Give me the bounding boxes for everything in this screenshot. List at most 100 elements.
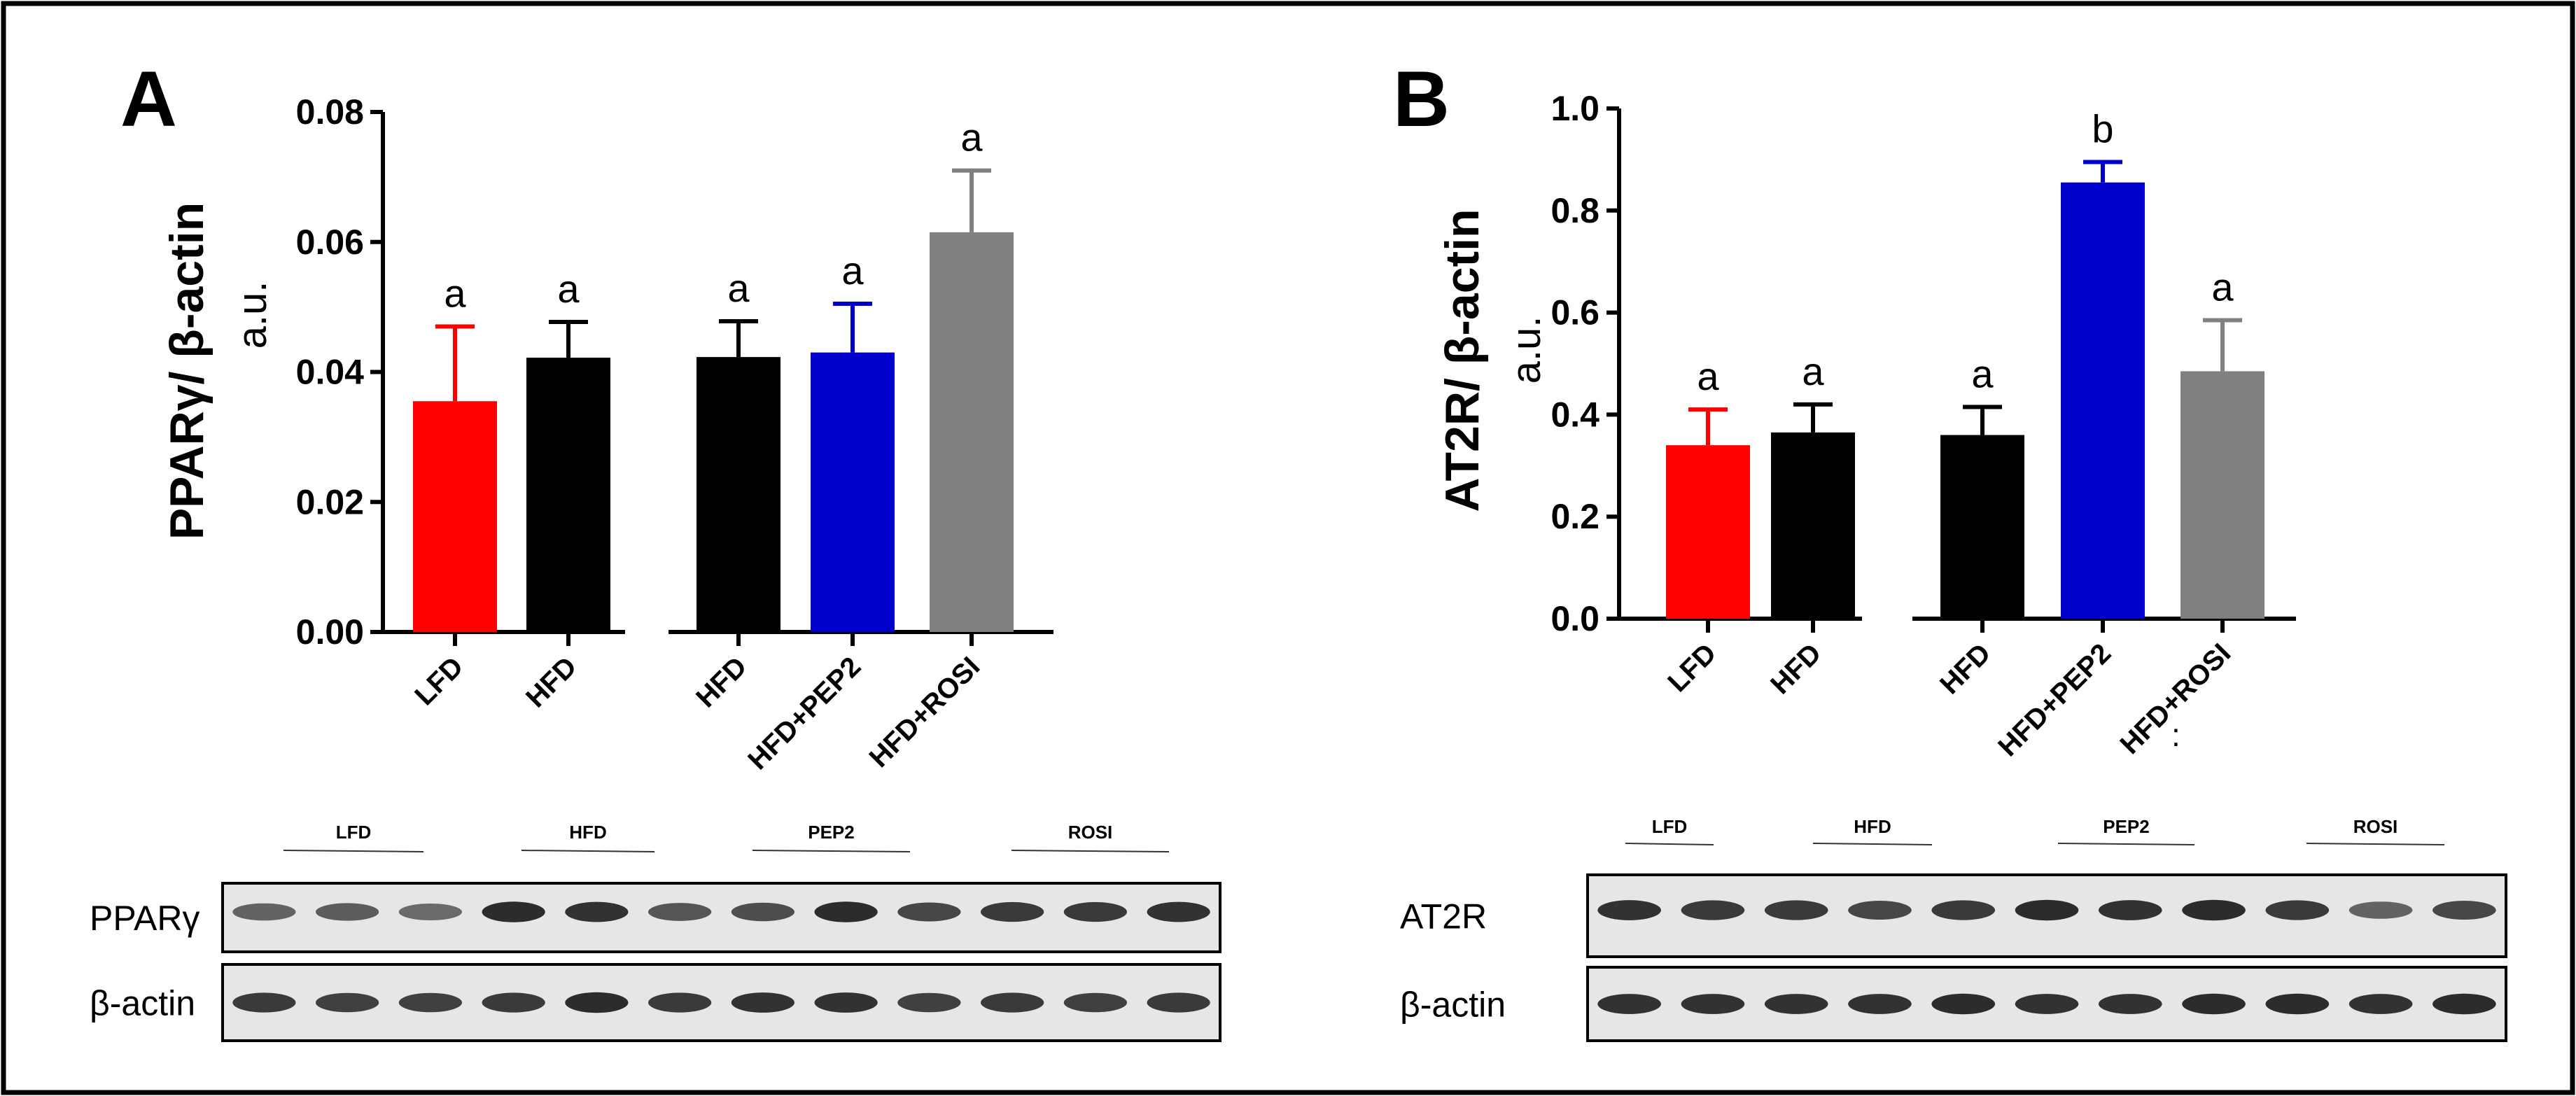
blot-b-row-1-band-7 [2182, 993, 2246, 1015]
y-axis-title-b-main: AT2R/ β-actin [1436, 209, 1489, 512]
bar-b-1-0 [1940, 435, 2024, 619]
blot-b-row-1-label: β-actin [1400, 985, 1506, 1025]
blot-b-row-0-label: AT2R [1400, 897, 1487, 936]
bar-b-1-1 [2061, 182, 2145, 619]
bar-a-0-1 [526, 358, 610, 632]
blot-a-row-1-band-2 [398, 992, 462, 1013]
blot-a-row-0-band-2 [398, 904, 462, 920]
blot-b-row-0-band-9 [2348, 901, 2413, 919]
blot-a-row-0-band-8 [897, 902, 961, 922]
blot-a-row-0-band-9 [981, 901, 1044, 922]
blot-b-row-1-band-3 [1848, 994, 1912, 1014]
blot-a-row-1-label: β-actin [90, 984, 195, 1023]
bar-b-1-2-sig-label: a [2211, 265, 2234, 309]
y-tick-label-b-4: 0.8 [1550, 191, 1600, 230]
blot-b-row-0-band-5 [2015, 899, 2079, 921]
blot-a-row-1-band-7 [814, 992, 878, 1013]
y-tick-label-a-0: 0.00 [296, 612, 364, 652]
blot-b-header-2: PEP2 [2103, 816, 2150, 837]
blot-b-row-0-band-6 [2098, 900, 2162, 920]
blot-a-row-0-band-4 [565, 901, 629, 922]
blot-a-row-1-band-6 [731, 992, 794, 1013]
panel-label-b: B [1393, 55, 1450, 143]
blot-a-header-0: LFD [336, 822, 372, 843]
blot-a-header-line-3 [1011, 850, 1170, 852]
chart-a: 0.000.020.040.060.08aLFDaHFDaHFDaHFD+PEP… [296, 92, 1054, 775]
blot-a-row-0-band-11 [1147, 901, 1210, 922]
blot-a-header-3: ROSI [1068, 822, 1113, 843]
blot-a-row-0-band-3 [482, 901, 545, 922]
blot-b-header-1: HFD [1854, 816, 1891, 837]
blot-b-row-0-band-8 [2265, 900, 2330, 920]
y-tick-label-a-2: 0.04 [296, 353, 365, 392]
y-axis-unit-a-text: a.u. [230, 281, 275, 349]
blot-b-row-0-band-2 [1764, 900, 1828, 920]
bar-b-1-1-sig-label: b [2092, 107, 2113, 151]
blot-a-row-1-band-1 [316, 992, 379, 1013]
blot-a-row-1-band-11 [1147, 992, 1210, 1013]
blot-b-row-0-band-1 [1681, 900, 1745, 920]
bar-a-0-1-sig-label: a [557, 267, 580, 311]
blot-b-row-1-band-0 [1597, 994, 1661, 1014]
bar-a-1-2-sig-label: a [960, 115, 983, 160]
y-axis-title-b: AT2R/ β-actin [1436, 209, 1489, 512]
bar-b-0-1-sig-label: a [1802, 349, 1824, 393]
blot-b-row-0-band-4 [1931, 900, 1996, 920]
blot-a-header-line-1 [521, 850, 655, 852]
blot-a-row-0-label: PPARγ [90, 899, 200, 938]
bar-b-0-1 [1771, 432, 1855, 619]
y-axis-unit-b-text: a.u. [1504, 316, 1549, 384]
blot-a-row-0-band-7 [814, 901, 878, 922]
blot-b-header-0: LFD [1652, 816, 1688, 837]
blot-b-header-line-2 [2057, 843, 2195, 845]
blot-a-header-line-2 [752, 850, 911, 852]
bar-a-1-1-sig-label: a [841, 248, 864, 293]
panel-label-a: A [120, 55, 177, 143]
blot-a-row-0-band-10 [1063, 901, 1127, 922]
bar-a-1-2 [930, 232, 1014, 633]
y-axis-unit-a: a.u. [230, 281, 275, 349]
y-tick-label-b-3: 0.6 [1550, 293, 1600, 332]
bar-b-0-0 [1666, 445, 1750, 619]
bar-b-1-2 [2180, 371, 2264, 619]
blot-a-row-1-frame [221, 963, 1222, 1042]
blot-a-row-1-band-5 [648, 992, 712, 1013]
y-axis-title-a-main: PPARγ/ β-actin [160, 202, 214, 540]
y-tick-label-b-1: 0.2 [1550, 497, 1600, 536]
y-tick-label-a-3: 0.06 [296, 223, 364, 262]
bar-a-1-0-sig-label: a [727, 266, 750, 310]
bar-a-0-0-sig-label: a [444, 271, 466, 315]
y-tick-label-b-2: 0.4 [1550, 395, 1600, 434]
blot-a-header-2: PEP2 [808, 822, 855, 843]
blot-b-row-0-band-0 [1597, 900, 1661, 920]
bar-a-1-1 [811, 352, 895, 632]
blot-a-header-line-0 [283, 850, 424, 852]
y-axis-title-a: PPARγ/ β-actin [160, 202, 214, 540]
y-tick-label-b-0: 0.0 [1550, 599, 1600, 638]
blot-a-row-0-band-0 [232, 903, 296, 921]
blot-a-row-1-band-0 [232, 992, 296, 1013]
blot-b-header-3: ROSI [2353, 816, 2398, 837]
blot-b-row-1-band-8 [2265, 993, 2330, 1015]
blot-b-row-1-band-5 [2015, 994, 2079, 1014]
blot-a-row-1-band-8 [897, 992, 961, 1013]
blot-b-row-1-band-6 [2098, 994, 2162, 1014]
blot-a-row-0-band-1 [316, 903, 379, 921]
blot-a-row-0-band-5 [648, 903, 712, 921]
blot-b-row-1-band-1 [1681, 994, 1745, 1014]
blot-b-row-1-band-2 [1764, 994, 1828, 1014]
blot-a-row-1-band-3 [482, 992, 545, 1013]
extra-mark-b: : [2171, 717, 2180, 753]
blot-b-row-1-band-10 [2432, 993, 2496, 1015]
western-blot-b: LFD HFD PEP2 ROSI AT2R β-actin [1400, 816, 2507, 1042]
blot-a-row-0-frame [221, 882, 1222, 953]
blot-b-header-line-1 [1812, 843, 1933, 845]
blot-a-row-1-band-10 [1063, 992, 1127, 1013]
blot-a-row-1-band-4 [565, 992, 629, 1013]
blot-a-row-0-band-6 [731, 902, 794, 922]
blot-b-header-line-3 [2306, 843, 2445, 845]
blot-b-row-0-band-10 [2432, 901, 2496, 920]
blot-b-row-1-band-9 [2348, 994, 2413, 1014]
bar-b-1-0-sig-label: a [1971, 351, 1994, 395]
